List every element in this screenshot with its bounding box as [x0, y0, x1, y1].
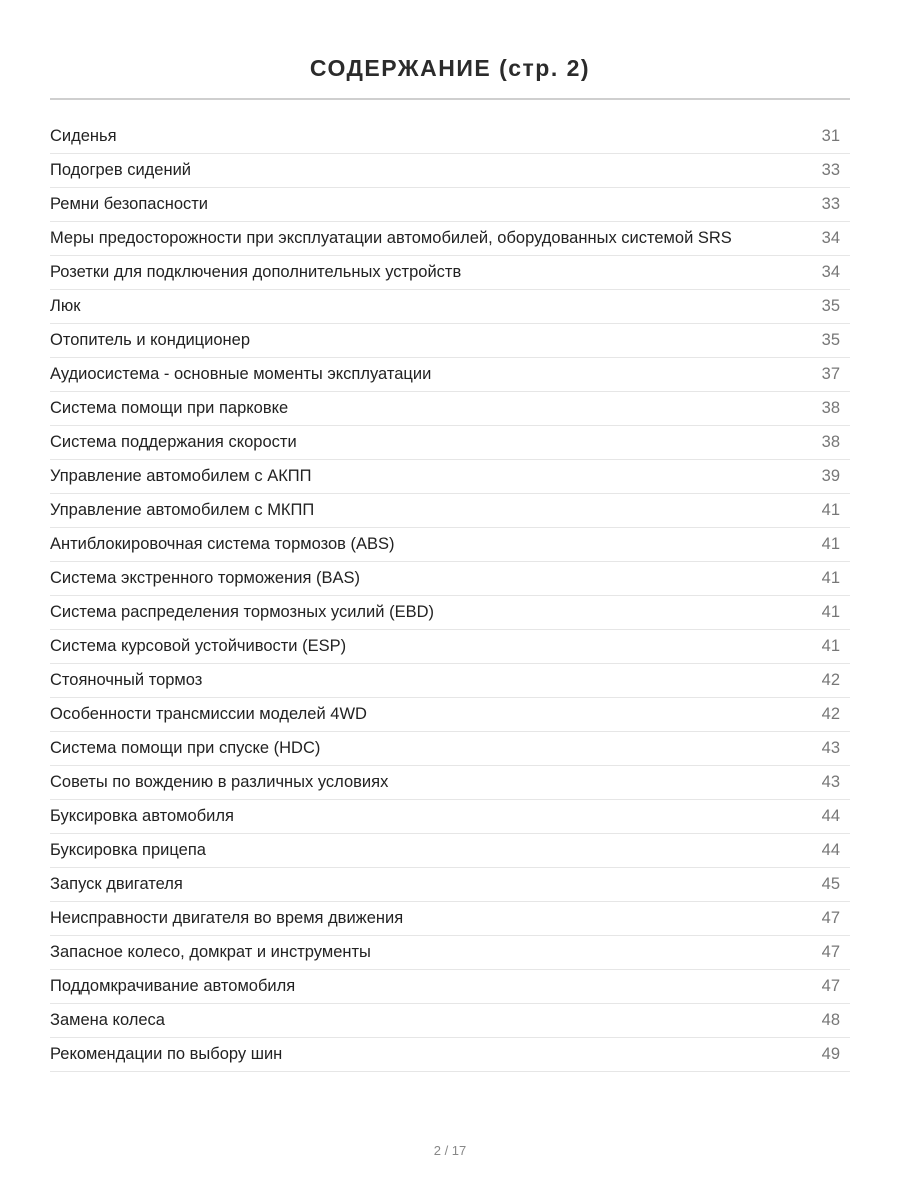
toc-entry[interactable]: Антиблокировочная система тормозов (ABS)…: [50, 528, 850, 562]
toc-entry-label: Меры предосторожности при эксплуатации а…: [50, 229, 732, 247]
toc-entry[interactable]: Сиденья 31: [50, 120, 850, 154]
toc-entry-label: Советы по вождению в различных условиях: [50, 773, 389, 791]
toc-entry-label: Стояночный тормоз: [50, 671, 203, 689]
toc-entry[interactable]: Аудиосистема - основные моменты эксплуат…: [50, 358, 850, 392]
toc-entry-label: Люк: [50, 297, 81, 315]
toc-entry-label: Система поддержания скорости: [50, 433, 297, 451]
toc-entry-page: 33: [821, 161, 840, 179]
toc-entry-label: Система помощи при спуске (HDC): [50, 739, 321, 757]
toc-entry[interactable]: Система помощи при парковке 38: [50, 392, 850, 426]
toc-entry[interactable]: Рекомендации по выбору шин 49: [50, 1038, 850, 1072]
toc-entry-page: 47: [821, 943, 840, 961]
toc-entry-label: Запасное колесо, домкрат и инструменты: [50, 943, 371, 961]
toc-entry-page: 41: [821, 569, 840, 587]
toc-entry[interactable]: Неисправности двигателя во время движени…: [50, 902, 850, 936]
toc-entry[interactable]: Подогрев сидений 33: [50, 154, 850, 188]
toc-entry-page: 42: [821, 705, 840, 723]
toc-entry-label: Замена колеса: [50, 1011, 165, 1029]
toc-entry[interactable]: Люк 35: [50, 290, 850, 324]
toc-entry[interactable]: Управление автомобилем с МКПП 41: [50, 494, 850, 528]
toc-entry-label: Особенности трансмиссии моделей 4WD: [50, 705, 367, 723]
toc-entry-label: Розетки для подключения дополнительных у…: [50, 263, 462, 281]
toc-entry-label: Буксировка прицепа: [50, 841, 206, 859]
toc-entry-page: 34: [821, 229, 840, 247]
toc-entry[interactable]: Замена колеса 48: [50, 1004, 850, 1038]
toc-entry-page: 35: [821, 331, 840, 349]
toc-entry[interactable]: Запасное колесо, домкрат и инструменты 47: [50, 936, 850, 970]
toc-entry-label: Неисправности двигателя во время движени…: [50, 909, 404, 927]
toc-entry[interactable]: Запуск двигателя 45: [50, 868, 850, 902]
toc-entry-label: Система помощи при парковке: [50, 399, 289, 417]
toc-entry[interactable]: Поддомкрачивание автомобиля 47: [50, 970, 850, 1004]
toc-entry-label: Отопитель и кондиционер: [50, 331, 250, 349]
toc-entry[interactable]: Советы по вождению в различных условиях 4…: [50, 766, 850, 800]
toc-entry[interactable]: Меры предосторожности при эксплуатации а…: [50, 222, 850, 256]
toc-entry-label: Рекомендации по выбору шин: [50, 1045, 283, 1063]
toc-entry-page: 41: [821, 501, 840, 519]
toc-entry-page: 41: [821, 637, 840, 655]
toc-entry[interactable]: Система экстренного торможения (BAS) 41: [50, 562, 850, 596]
title-divider: [50, 98, 850, 100]
toc-entry-page: 41: [821, 603, 840, 621]
toc-entry-page: 44: [821, 807, 840, 825]
toc-entry-page: 43: [821, 773, 840, 791]
toc-entry[interactable]: Система распределения тормозных усилий (…: [50, 596, 850, 630]
toc-entry-label: Антиблокировочная система тормозов (ABS): [50, 535, 395, 553]
toc-entry-page: 34: [821, 263, 840, 281]
toc-entry-page: 35: [821, 297, 840, 315]
toc-entry-page: 49: [821, 1045, 840, 1063]
toc-entry-page: 31: [821, 127, 840, 145]
toc-entry-label: Подогрев сидений: [50, 161, 192, 179]
toc-entry-label: Поддомкрачивание автомобиля: [50, 977, 296, 995]
toc-entry[interactable]: Особенности трансмиссии моделей 4WD 42: [50, 698, 850, 732]
toc-entry-page: 33: [821, 195, 840, 213]
toc-entry-page: 48: [821, 1011, 840, 1029]
toc-entry-label: Система распределения тормозных усилий (…: [50, 603, 434, 621]
toc-list: Сиденья 31 Подогрев сидений 33 Ремни безопас…: [50, 120, 850, 1072]
toc-entry-page: 39: [821, 467, 840, 485]
toc-entry-label: Сиденья: [50, 127, 117, 145]
toc-entry[interactable]: Стояночный тормоз 42: [50, 664, 850, 698]
page-title: СОДЕРЖАНИЕ (стр. 2): [309, 55, 591, 82]
page-indicator: 2 / 17: [433, 1143, 467, 1158]
toc-entry-label: Ремни безопасности: [50, 195, 209, 213]
toc-entry-page: 43: [821, 739, 840, 757]
toc-entry[interactable]: Управление автомобилем с АКПП 39: [50, 460, 850, 494]
toc-entry-page: 42: [821, 671, 840, 689]
toc-entry-page: 37: [821, 365, 840, 383]
toc-entry-page: 47: [821, 977, 840, 995]
toc-entry-label: Система курсовой устойчивости (ESP): [50, 637, 347, 655]
toc-entry[interactable]: Буксировка автомобиля 44: [50, 800, 850, 834]
toc-entry-label: Запуск двигателя: [50, 875, 183, 893]
toc-entry-page: 44: [821, 841, 840, 859]
toc-entry-label: Система экстренного торможения (BAS): [50, 569, 360, 587]
toc-entry-label: Буксировка автомобиля: [50, 807, 234, 825]
toc-entry[interactable]: Система помощи при спуске (HDC) 43: [50, 732, 850, 766]
toc-entry-page: 41: [821, 535, 840, 553]
toc-entry-page: 38: [821, 399, 840, 417]
toc-entry-page: 38: [821, 433, 840, 451]
toc-entry-page: 45: [821, 875, 840, 893]
toc-entry[interactable]: Отопитель и кондиционер 35: [50, 324, 850, 358]
toc-entry[interactable]: Буксировка прицепа 44: [50, 834, 850, 868]
toc-entry-label: Аудиосистема - основные моменты эксплуат…: [50, 365, 432, 383]
toc-entry[interactable]: Ремни безопасности 33: [50, 188, 850, 222]
toc-entry-page: 47: [821, 909, 840, 927]
toc-entry[interactable]: Система курсовой устойчивости (ESP) 41: [50, 630, 850, 664]
toc-entry[interactable]: Система поддержания скорости 38: [50, 426, 850, 460]
toc-entry[interactable]: Розетки для подключения дополнительных у…: [50, 256, 850, 290]
toc-entry-label: Управление автомобилем с АКПП: [50, 467, 312, 485]
toc-entry-label: Управление автомобилем с МКПП: [50, 501, 315, 519]
